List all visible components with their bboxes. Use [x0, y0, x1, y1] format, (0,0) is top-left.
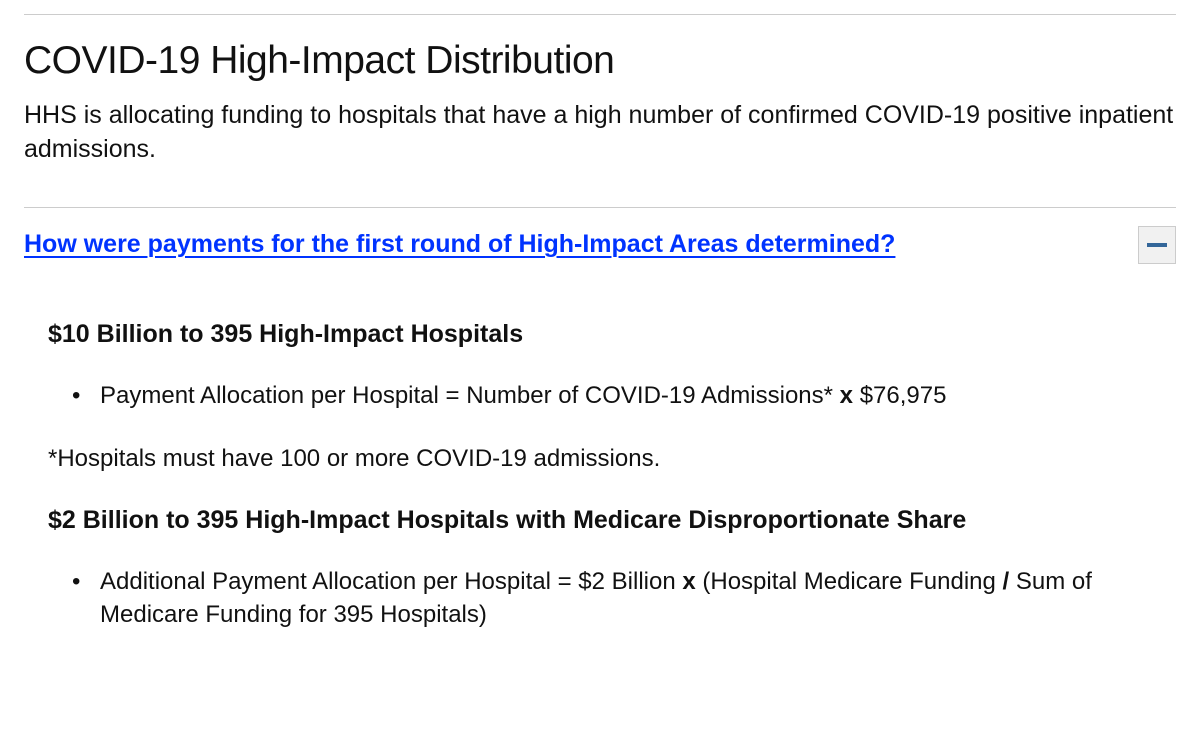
accordion-header[interactable]: How were payments for the first round of…	[24, 208, 1176, 278]
section2-bullet-x: x	[682, 568, 695, 595]
section2-bullet: Additional Payment Allocation per Hospit…	[72, 565, 1176, 632]
section1-bullet-x: x	[840, 382, 853, 409]
section1-bullet: Payment Allocation per Hospital = Number…	[72, 379, 1176, 413]
section1-bullet-suffix: $76,975	[853, 382, 946, 409]
minus-icon	[1147, 243, 1167, 247]
section1-heading: $10 Billion to 395 High-Impact Hospitals	[48, 320, 1176, 349]
section1-bullet-prefix: Payment Allocation per Hospital = Number…	[100, 382, 840, 409]
section1-footnote: *Hospitals must have 100 or more COVID-1…	[48, 442, 1176, 476]
top-divider	[24, 14, 1176, 15]
section2-heading: $2 Billion to 395 High-Impact Hospitals …	[48, 506, 1176, 535]
section2-bullet-mid: (Hospital Medicare Funding	[696, 568, 1003, 595]
section1-list: Payment Allocation per Hospital = Number…	[72, 379, 1176, 413]
collapse-button[interactable]	[1138, 226, 1176, 264]
accordion-title-link[interactable]: How were payments for the first round of…	[24, 230, 895, 259]
section2-list: Additional Payment Allocation per Hospit…	[72, 565, 1176, 632]
page-title: COVID-19 High-Impact Distribution	[24, 39, 1176, 83]
accordion-body: $10 Billion to 395 High-Impact Hospitals…	[24, 278, 1176, 632]
intro-paragraph: HHS is allocating funding to hospitals t…	[24, 99, 1176, 167]
section2-bullet-prefix: Additional Payment Allocation per Hospit…	[100, 568, 682, 595]
